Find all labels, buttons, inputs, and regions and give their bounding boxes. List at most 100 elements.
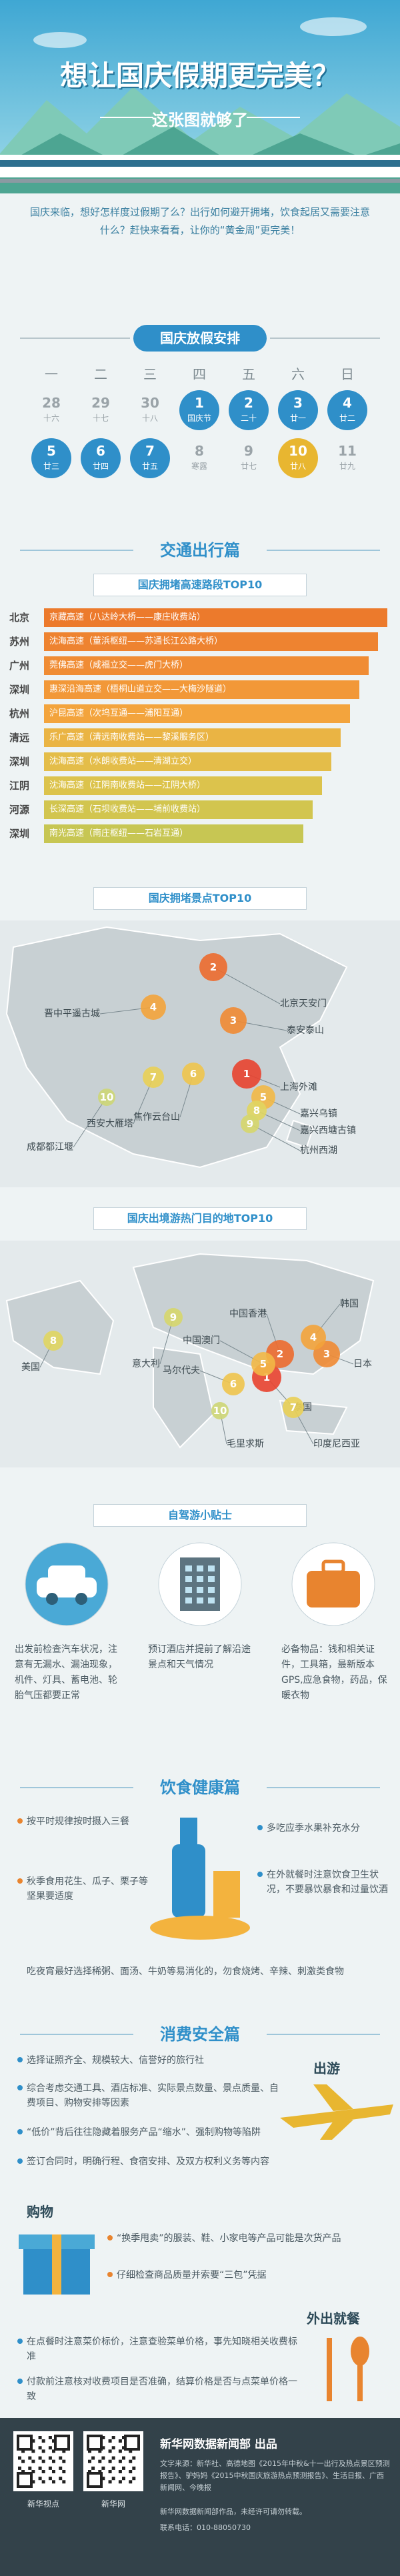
qr-cell [21, 2449, 25, 2453]
schedule-title: 国庆放假安排 [133, 325, 267, 352]
place-label: 印度尼西亚 [313, 1439, 360, 1449]
road-bar: 沈海高速（江阴南收费站——江阴大桥） [44, 776, 322, 795]
car-icon [46, 1593, 58, 1605]
qr-cell [21, 2470, 25, 2473]
qr-cell [132, 2456, 136, 2460]
qr-cell [122, 2446, 125, 2450]
hotel-window [185, 1576, 192, 1582]
qr-cell [62, 2449, 66, 2453]
qr-cell [111, 2466, 115, 2470]
qr-cell [111, 2446, 115, 2450]
qr-cell [98, 2470, 102, 2473]
road-bar: 沪昆高速（次坞互通——浦阳互通） [44, 704, 350, 723]
day-number: 30 [141, 395, 159, 411]
hotel-window [197, 1587, 203, 1593]
lunar-date: 廿五 [141, 462, 158, 471]
car-icon [48, 1565, 85, 1581]
sub-title: 自驾游小贴士 [93, 1504, 307, 1527]
lunar-date: 十六 [43, 414, 59, 423]
qr-cell [48, 2466, 52, 2470]
rank-number: 2 [277, 1348, 283, 1360]
sub-label: 外出就餐 [307, 2311, 360, 2327]
bullet-dot [17, 2085, 23, 2090]
hotel-window [208, 1576, 215, 1582]
weekday: 日 [341, 366, 354, 382]
rank-marker [232, 1059, 261, 1089]
calendar-day: 11 廿九 [327, 438, 367, 478]
qr-cell [59, 2477, 63, 2481]
city-label: 苏州 [9, 636, 30, 648]
schedule-rule [20, 338, 380, 339]
lunar-date: 廿二 [339, 414, 355, 423]
calendar-day: 5 廿三 [31, 438, 71, 478]
subtitle: 这张图就够了 [152, 111, 248, 129]
qr-cell [101, 2436, 105, 2439]
lunar-date: 廿九 [339, 462, 355, 471]
rank-marker [222, 1373, 245, 1395]
qr-cell [21, 2459, 25, 2463]
qr-cell [118, 2459, 122, 2463]
day-number: 4 [343, 395, 352, 411]
day-number: 8 [195, 443, 204, 459]
rank-marker [301, 1325, 326, 1350]
rank-number: 6 [190, 1068, 197, 1080]
day-number: 10 [289, 443, 307, 459]
place-label: 意大利 [132, 1358, 160, 1369]
qr-cell [122, 2477, 125, 2481]
weekday: 三 [143, 366, 157, 382]
place-label: 美国 [21, 1362, 40, 1373]
land [5, 1279, 115, 1375]
car-icon [75, 1593, 87, 1605]
qr-cell [41, 2480, 45, 2484]
day-number: 5 [47, 443, 56, 459]
qr-cell [59, 2466, 63, 2470]
qr-cell [129, 2470, 133, 2473]
lunar-date: 廿七 [240, 462, 257, 471]
qr-cell [118, 2480, 122, 2484]
city-label: 杭州 [9, 708, 30, 720]
tip: 预订酒店并提前了解沿途景点和天气情况 [148, 1644, 251, 1670]
diet-art [150, 1818, 250, 1940]
qr-cell [111, 2436, 115, 2439]
bullet-dot [17, 2057, 23, 2062]
hotel-window [197, 1565, 203, 1571]
qr-cell [118, 2449, 122, 2453]
land [153, 1346, 215, 1449]
bottle [172, 1844, 205, 1918]
gift [19, 2234, 95, 2295]
gift-icon [52, 2234, 61, 2295]
qr-cell [38, 2466, 42, 2470]
lunar-date: 十八 [141, 414, 158, 423]
place-label: 日本 [353, 1359, 372, 1369]
header-art [0, 0, 400, 193]
qr-cell [38, 2436, 42, 2439]
section-rule [20, 550, 380, 551]
place-label: 马尔代夫 [163, 1365, 200, 1376]
rank-number: 5 [260, 1358, 267, 1370]
rank-number: 9 [170, 1311, 177, 1323]
tip: “低价”背后往往隐藏着服务产品“缩水”、强制购物等陷阱 [27, 2127, 261, 2138]
lunar-date: 廿一 [289, 414, 306, 423]
tip: 秋季食用花生、瓜子、栗子等坚果要适度 [27, 1876, 148, 1902]
day-number: 28 [42, 395, 61, 411]
qr-cell [91, 2456, 95, 2460]
selfdrive-icons [25, 1542, 375, 1626]
plane-icon [320, 2120, 353, 2140]
rank-marker [164, 1308, 183, 1327]
lunar-date: 廿三 [43, 462, 59, 471]
road-bar: 乐广高速（清远南收费站——黎溪服务区） [44, 728, 341, 747]
city-label: 北京 [9, 612, 30, 624]
calendar-day: 9 廿七 [229, 438, 269, 478]
bullet-dot [17, 2339, 23, 2344]
tip: 多吃应季水果补充水分 [267, 1823, 360, 1834]
cup [213, 1871, 240, 1918]
place-label: 中国香港 [229, 1309, 267, 1319]
hotel-window [208, 1587, 215, 1593]
rank-number: 9 [247, 1118, 253, 1130]
place-label: 成都都江堰 [27, 1142, 73, 1153]
weekday: 四 [193, 366, 206, 382]
outbound-map: 1泰国2中国香港3日本4韩国5中国澳门6马尔代夫7印度尼西亚8美国9意大利10毛… [0, 1241, 400, 1467]
road-bar: 沈海高速（董浜枢纽——苏通长江公路大桥） [44, 632, 378, 651]
rank-marker [251, 1352, 275, 1376]
qr-finder [17, 2472, 33, 2488]
